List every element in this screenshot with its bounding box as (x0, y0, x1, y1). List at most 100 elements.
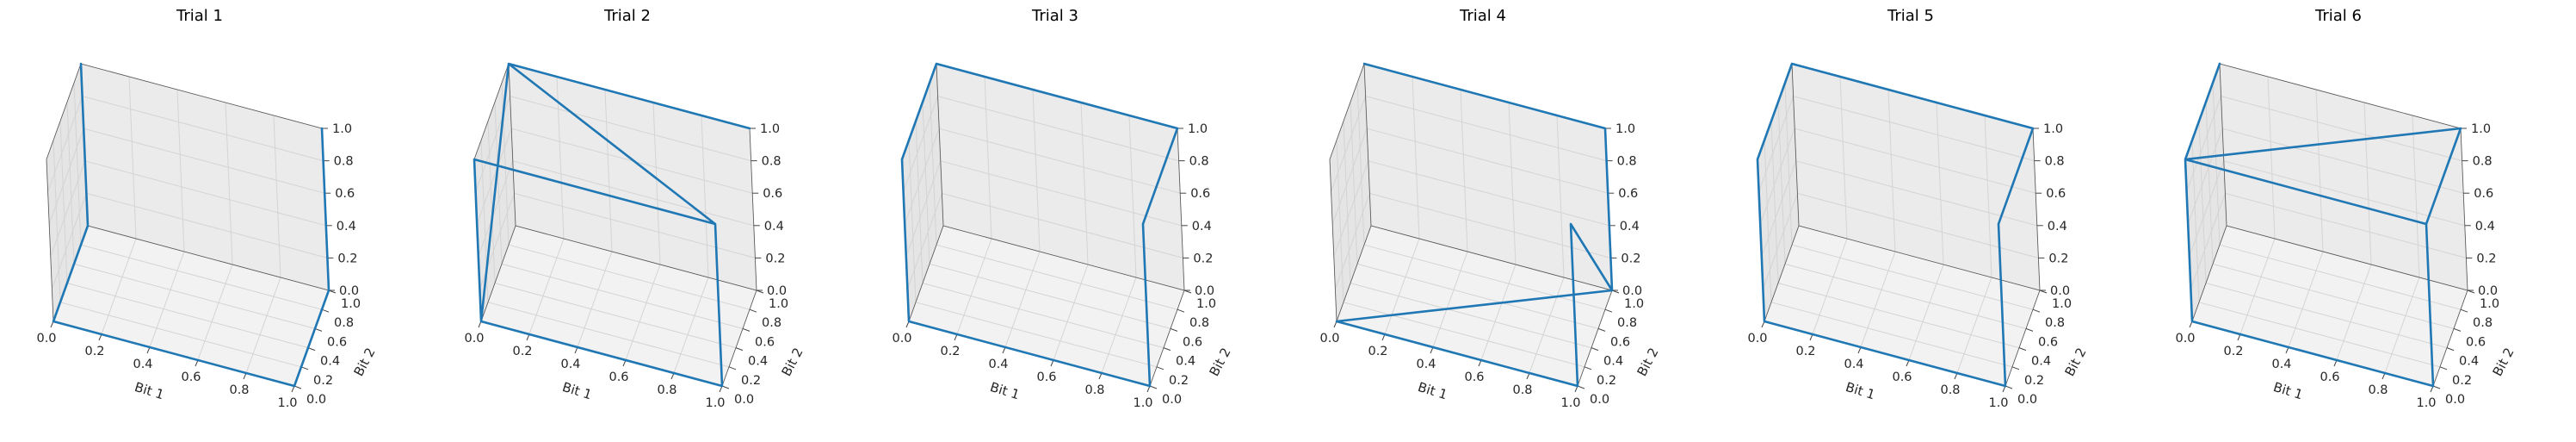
grid-line (2190, 193, 2226, 289)
z-tick-label: 0.8 (1617, 155, 1637, 169)
y-tick-mark (321, 308, 330, 313)
grid-line (48, 128, 84, 225)
x-tick-label: 0.0 (36, 332, 56, 346)
y-tick-mark (2453, 327, 2462, 332)
x-tick-label: 0.0 (464, 332, 484, 346)
grid-line (176, 89, 185, 252)
grid-line (2191, 140, 2200, 302)
z-tick-label: 1.0 (1615, 122, 1635, 136)
axis-edge (2432, 289, 2468, 387)
grid-line (225, 102, 233, 265)
floor-pane (2192, 226, 2468, 386)
grid-line (2212, 263, 2455, 329)
chart-title: Trial 6 (2314, 7, 2362, 25)
z-tick-label: 0.8 (334, 155, 354, 169)
y-tick-mark (307, 347, 316, 352)
z-tick-label: 0.6 (1618, 187, 1638, 201)
grid-line (73, 83, 82, 246)
grid-line (1460, 89, 1468, 252)
y-tick-mark (1591, 347, 1599, 352)
grid-line (701, 115, 709, 278)
axis-edge (942, 225, 1185, 291)
grid-line (1356, 263, 1599, 329)
y-tick-mark (2018, 347, 2027, 352)
grid-line (937, 96, 1179, 162)
y-tick-mark (1177, 308, 1185, 313)
x-tick-label: 1.0 (2416, 396, 2436, 410)
x-axis-label: Bit 1 (1844, 379, 1876, 402)
grid-line (2223, 160, 2465, 227)
x-axis-label: Bit 1 (988, 379, 1021, 402)
y-tick-mark (1577, 385, 1585, 389)
axis-edge (46, 63, 82, 160)
z-tick-label: 0.2 (2476, 252, 2496, 265)
y-tick-label: 1.0 (341, 297, 361, 311)
grid-line (604, 89, 613, 252)
y-tick-mark (2432, 385, 2441, 389)
axis-edge (1329, 63, 1365, 160)
y-tick-mark (314, 327, 323, 332)
chart-title: Trial 2 (603, 7, 651, 25)
grid-line (476, 128, 512, 225)
z-tick-label: 0.0 (1195, 284, 1214, 298)
y-tick-mark (2032, 308, 2041, 313)
side-pane (2185, 64, 2227, 321)
y-tick-label: 0.2 (741, 374, 761, 388)
grid-line (66, 102, 75, 265)
grid-line (514, 192, 756, 258)
grid-line (494, 102, 503, 265)
grid-line (1764, 140, 1772, 302)
axis-edge (1370, 225, 1613, 291)
grid-line (2384, 277, 2420, 374)
y-tick-mark (721, 385, 730, 389)
axis-edge (80, 63, 323, 129)
x-tick-label: 0.4 (1416, 358, 1436, 371)
grid-line (1480, 264, 1517, 361)
grid-line (1350, 102, 1358, 265)
grid-line (1777, 283, 2020, 349)
grid-line (1887, 89, 1896, 252)
z-tick-label: 0.4 (337, 220, 356, 233)
x-tick-label: 0.8 (2368, 383, 2388, 397)
grid-line (2315, 89, 2324, 252)
y-tick-label: 0.0 (2445, 393, 2465, 407)
y-axis-label: Bit 2 (1634, 346, 1662, 379)
y-tick-label: 1.0 (2480, 297, 2499, 311)
z-tick-label: 0.0 (1622, 284, 1642, 298)
z-tick-label: 0.8 (2045, 155, 2065, 169)
grid-line (51, 193, 87, 289)
y-tick-label: 1.0 (1624, 297, 1644, 311)
grid-line (652, 102, 661, 265)
y-tick-label: 0.0 (1162, 393, 1182, 407)
grid-line (149, 251, 185, 348)
grid-line (59, 302, 302, 368)
axis-edge (2219, 63, 2462, 129)
axis-edge (1577, 289, 1613, 387)
grid-line (1369, 192, 1611, 258)
side-pane (1757, 64, 1799, 321)
x-tick-label: 0.4 (560, 358, 580, 371)
back-pane (1792, 64, 2040, 290)
z-tick-label: 0.6 (763, 187, 782, 201)
grid-line (66, 283, 309, 349)
axis-edge (1149, 289, 1185, 387)
y-tick-label: 0.2 (1169, 374, 1189, 388)
x-tick-label: 0.6 (2320, 370, 2339, 384)
grid-line (47, 96, 83, 192)
grid-line (1793, 96, 2035, 162)
chart-panel-3: Trial 30.00.20.40.60.81.0 0.00.20.40.60.8… (892, 7, 1233, 410)
axis-edge (1798, 225, 2041, 291)
grid-line (940, 160, 1182, 227)
axis-edge (1177, 128, 1185, 291)
grid-line (1336, 140, 1344, 302)
grid-line (197, 264, 233, 361)
z-tick-label: 0.4 (2048, 220, 2067, 233)
grid-line (1350, 283, 1592, 349)
grid-line (903, 96, 939, 192)
grid-line (1412, 76, 1420, 240)
y-tick-mark (2025, 327, 2034, 332)
chart-title: Trial 5 (1887, 7, 1934, 25)
x-tick-label: 0.0 (2175, 332, 2195, 346)
x-tick-label: 0.2 (2223, 345, 2243, 358)
